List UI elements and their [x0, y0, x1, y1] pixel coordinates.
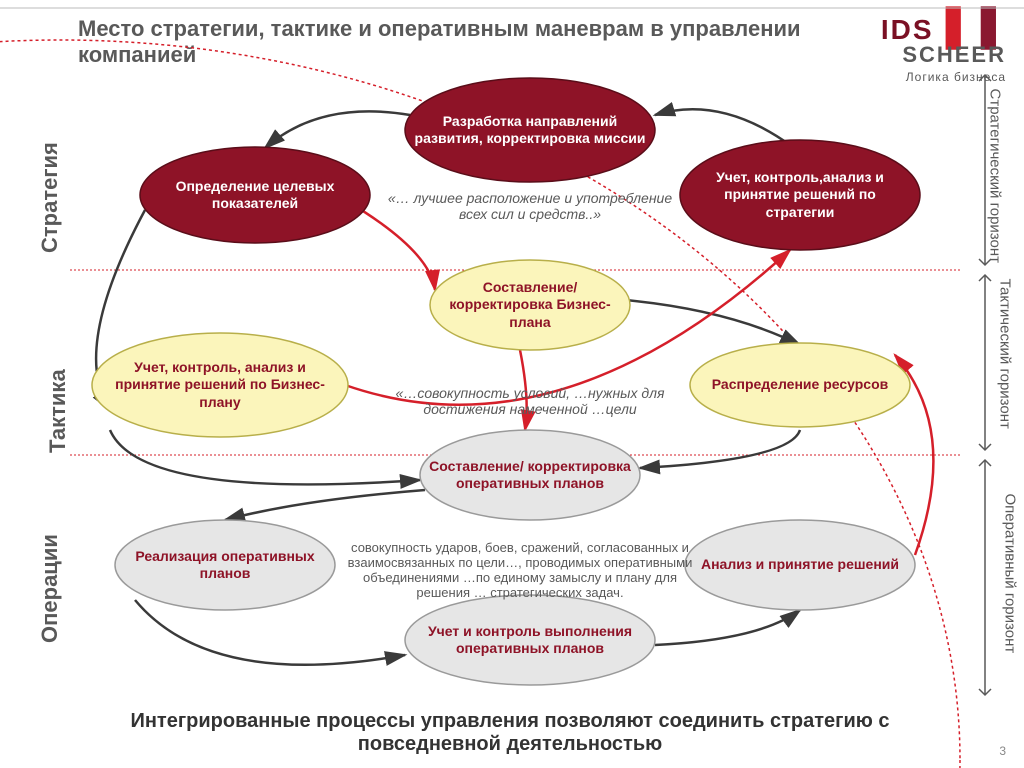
quote-1: «…совокупность условий, …нужных для дост… [370, 385, 690, 417]
node-e1: Определение целевых показателей [148, 151, 362, 239]
node-e10: Учет и контроль выполнения оперативных п… [413, 599, 647, 681]
node-e3: Учет, контроль,анализ и принятие решений… [688, 144, 912, 246]
page-number: 3 [999, 744, 1006, 758]
bottom-title: Интегрированные процессы управления позв… [60, 710, 960, 756]
node-e8: Реализация оперативных планов [123, 524, 327, 606]
row-label-1: Тактика [45, 333, 71, 453]
node-e5: Учет, контроль, анализ и принятие решени… [100, 337, 340, 433]
quote-2: совокупность ударов, боев, сражений, сог… [340, 540, 700, 600]
node-e4: Составление/ корректировка Бизнес-плана [438, 264, 622, 346]
row-label-0: Стратегия [37, 133, 63, 253]
node-e6: Распределение ресурсов [698, 347, 902, 423]
node-e7: Составление/ корректировка оперативных п… [428, 434, 632, 516]
horizon-label-2: Оперативный горизонт [1002, 494, 1019, 674]
node-e9: Анализ и принятие решений [693, 524, 907, 606]
quote-0: «… лучшее расположение и употребление вс… [380, 190, 680, 222]
horizon-label-0: Стратегический горизонт [987, 89, 1004, 269]
node-e2: Разработка направлений развития, коррект… [413, 82, 647, 178]
horizon-label-1: Тактический горизонт [997, 279, 1014, 459]
row-label-2: Операции [37, 523, 63, 643]
